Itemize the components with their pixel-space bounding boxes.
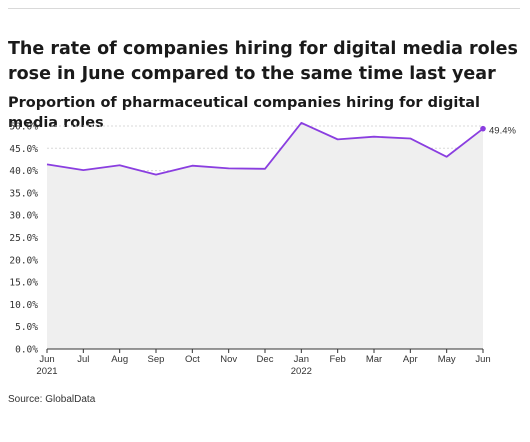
y-tick-label: 10.0%	[9, 300, 38, 311]
y-tick-label: 25.0%	[9, 233, 38, 244]
x-tick-label: Jan	[294, 354, 309, 365]
y-tick-label: 40.0%	[9, 166, 38, 177]
x-tick-label: Aug	[111, 354, 128, 365]
x-tick-label: Nov	[220, 354, 237, 365]
x-tick-label: Jun	[39, 354, 54, 365]
y-tick-label: 30.0%	[9, 211, 38, 222]
x-tick-label: Apr	[403, 354, 418, 365]
x-tick-label: Jun	[475, 354, 490, 365]
chart-title: The rate of companies hiring for digital…	[8, 39, 518, 84]
y-axis: 0.0% 5.0% 10.0% 15.0% 20.0% 25.0% 30.0% 35.0% 40…	[9, 122, 38, 356]
top-rule	[8, 8, 520, 9]
end-point-marker	[480, 125, 486, 132]
series-line	[46, 121, 484, 176]
x-tick-year-label: 2022	[291, 366, 312, 377]
x-tick-label: Sep	[148, 354, 165, 365]
x-tick-label: Feb	[329, 354, 345, 365]
source-note: Source: GlobalData	[8, 394, 96, 405]
area-fill	[47, 122, 483, 350]
x-tick-year-label: 2021	[36, 366, 57, 377]
y-tick-label: 20.0%	[9, 255, 38, 266]
end-point-label: 49.4%	[489, 126, 516, 137]
y-tick-label: 0.0%	[15, 345, 38, 356]
y-tick-label: 45.0%	[9, 144, 38, 155]
x-tick-label: May	[438, 354, 456, 365]
y-tick-label: 15.0%	[9, 278, 38, 289]
y-tick-label: 5.0%	[15, 322, 38, 333]
y-tick-label: 50.0%	[9, 122, 38, 133]
chart-subtitle: Proportion of pharmaceutical companies h…	[8, 95, 481, 131]
x-tick-label: Mar	[366, 354, 382, 365]
y-tick-label: 35.0%	[9, 188, 38, 199]
x-tick-label: Dec	[257, 354, 274, 365]
x-tick-label: Jul	[77, 354, 89, 365]
x-tick-label: Oct	[185, 354, 200, 365]
